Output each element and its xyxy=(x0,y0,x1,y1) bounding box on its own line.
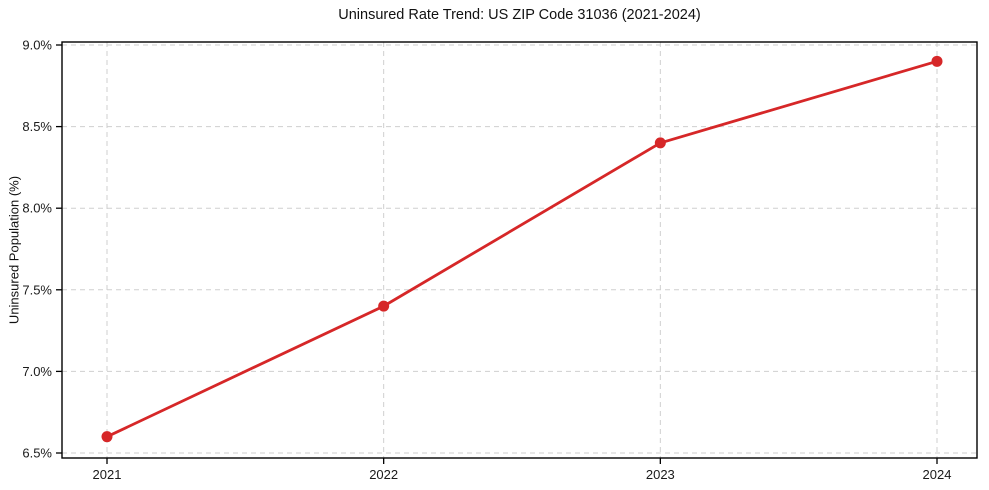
data-point-2021 xyxy=(101,431,113,443)
x-tick-label: 2024 xyxy=(923,467,952,482)
y-tick-label: 7.5% xyxy=(22,282,52,297)
y-tick-label: 8.0% xyxy=(22,201,52,216)
x-tick-label: 2022 xyxy=(369,467,398,482)
x-tick-label: 2021 xyxy=(93,467,122,482)
x-tick-label: 2023 xyxy=(646,467,675,482)
y-axis-label: Uninsured Population (%) xyxy=(6,175,22,325)
data-point-2022 xyxy=(378,300,390,312)
trend-line xyxy=(105,59,939,439)
data-point-2024 xyxy=(931,55,943,67)
plot-border xyxy=(61,41,978,459)
y-tick-label: 8.5% xyxy=(22,119,52,134)
y-tick-label: 7.0% xyxy=(22,364,52,379)
y-tick-label: 6.5% xyxy=(22,446,52,461)
chart-title: Uninsured Rate Trend: US ZIP Code 31036 … xyxy=(338,7,701,23)
y-tick-label: 9.0% xyxy=(22,38,52,53)
data-point-2023 xyxy=(654,137,666,149)
